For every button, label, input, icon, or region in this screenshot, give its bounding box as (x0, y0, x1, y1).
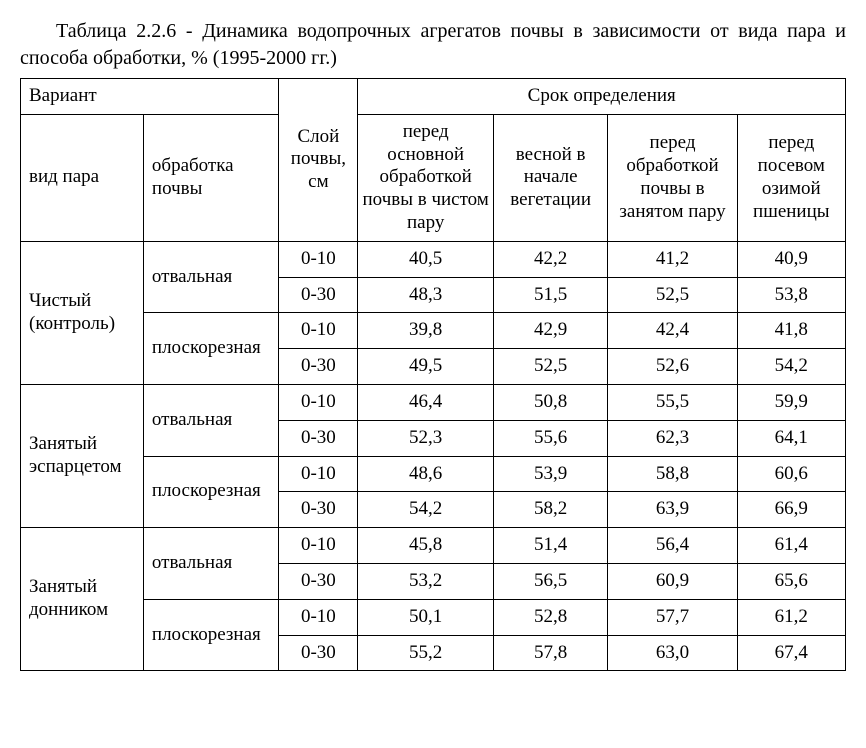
value-cell: 61,2 (737, 599, 845, 635)
value-cell: 58,2 (493, 492, 608, 528)
value-cell: 55,6 (493, 420, 608, 456)
value-cell: 64,1 (737, 420, 845, 456)
layer-cell: 0-10 (279, 528, 358, 564)
tillage-name-cell: плоскорезная (143, 313, 278, 385)
table-row: Занятый эспарцетомотвальная0-1046,450,85… (21, 384, 846, 420)
value-cell: 60,6 (737, 456, 845, 492)
header-fallow-type: вид пара (21, 114, 144, 241)
value-cell: 53,8 (737, 277, 845, 313)
layer-cell: 0-30 (279, 563, 358, 599)
value-cell: 52,6 (608, 349, 737, 385)
header-period-1: перед основной обработкой почвы в чистом… (358, 114, 493, 241)
header-variant: Вариант (21, 79, 279, 115)
fallow-name-cell: Занятый эспарцетом (21, 384, 144, 527)
layer-cell: 0-10 (279, 599, 358, 635)
value-cell: 52,3 (358, 420, 493, 456)
header-tillage: обработка почвы (143, 114, 278, 241)
value-cell: 61,4 (737, 528, 845, 564)
value-cell: 56,5 (493, 563, 608, 599)
data-table: Вариант Слой почвы, см Срок определения … (20, 78, 846, 671)
value-cell: 56,4 (608, 528, 737, 564)
value-cell: 50,8 (493, 384, 608, 420)
layer-cell: 0-10 (279, 241, 358, 277)
fallow-name-cell: Занятый донником (21, 528, 144, 671)
value-cell: 39,8 (358, 313, 493, 349)
layer-cell: 0-30 (279, 492, 358, 528)
value-cell: 67,4 (737, 635, 845, 671)
value-cell: 48,6 (358, 456, 493, 492)
layer-cell: 0-30 (279, 349, 358, 385)
table-row: плоскорезная0-1048,653,958,860,6 (21, 456, 846, 492)
layer-cell: 0-10 (279, 384, 358, 420)
value-cell: 41,8 (737, 313, 845, 349)
table-row: плоскорезная0-1050,152,857,761,2 (21, 599, 846, 635)
value-cell: 40,5 (358, 241, 493, 277)
value-cell: 40,9 (737, 241, 845, 277)
table-row: Занятый донникомотвальная0-1045,851,456,… (21, 528, 846, 564)
value-cell: 41,2 (608, 241, 737, 277)
layer-cell: 0-10 (279, 456, 358, 492)
tillage-name-cell: отвальная (143, 528, 278, 600)
layer-cell: 0-30 (279, 277, 358, 313)
tillage-name-cell: отвальная (143, 241, 278, 313)
value-cell: 45,8 (358, 528, 493, 564)
value-cell: 52,5 (608, 277, 737, 313)
value-cell: 52,5 (493, 349, 608, 385)
value-cell: 50,1 (358, 599, 493, 635)
value-cell: 57,8 (493, 635, 608, 671)
fallow-name-cell: Чистый (контроль) (21, 241, 144, 384)
value-cell: 65,6 (737, 563, 845, 599)
value-cell: 63,9 (608, 492, 737, 528)
value-cell: 46,4 (358, 384, 493, 420)
value-cell: 59,9 (737, 384, 845, 420)
value-cell: 51,4 (493, 528, 608, 564)
value-cell: 52,8 (493, 599, 608, 635)
value-cell: 51,5 (493, 277, 608, 313)
value-cell: 42,9 (493, 313, 608, 349)
soil-layer-line3: см (308, 171, 328, 192)
header-soil-layer: Слой почвы, см (279, 79, 358, 242)
header-period-4: перед посевом озимой пшеницы (737, 114, 845, 241)
value-cell: 42,2 (493, 241, 608, 277)
value-cell: 63,0 (608, 635, 737, 671)
value-cell: 58,8 (608, 456, 737, 492)
value-cell: 53,2 (358, 563, 493, 599)
tillage-name-cell: плоскорезная (143, 456, 278, 528)
soil-layer-line1: Слой (297, 126, 339, 147)
header-period-3: перед обработкой почвы в занятом пару (608, 114, 737, 241)
table-caption: Таблица 2.2.6 - Динамика водопрочных агр… (20, 18, 846, 72)
value-cell: 48,3 (358, 277, 493, 313)
value-cell: 55,2 (358, 635, 493, 671)
value-cell: 49,5 (358, 349, 493, 385)
layer-cell: 0-30 (279, 635, 358, 671)
value-cell: 57,7 (608, 599, 737, 635)
value-cell: 54,2 (737, 349, 845, 385)
table-row: Чистый (контроль)отвальная0-1040,542,241… (21, 241, 846, 277)
value-cell: 62,3 (608, 420, 737, 456)
soil-layer-line2: почвы, (291, 148, 346, 169)
value-cell: 54,2 (358, 492, 493, 528)
layer-cell: 0-10 (279, 313, 358, 349)
value-cell: 66,9 (737, 492, 845, 528)
value-cell: 53,9 (493, 456, 608, 492)
value-cell: 55,5 (608, 384, 737, 420)
header-period-title: Срок определения (358, 79, 846, 115)
value-cell: 60,9 (608, 563, 737, 599)
layer-cell: 0-30 (279, 420, 358, 456)
value-cell: 42,4 (608, 313, 737, 349)
tillage-name-cell: плоскорезная (143, 599, 278, 671)
tillage-name-cell: отвальная (143, 384, 278, 456)
table-row: плоскорезная0-1039,842,942,441,8 (21, 313, 846, 349)
header-period-2: весной в начале вегетации (493, 114, 608, 241)
